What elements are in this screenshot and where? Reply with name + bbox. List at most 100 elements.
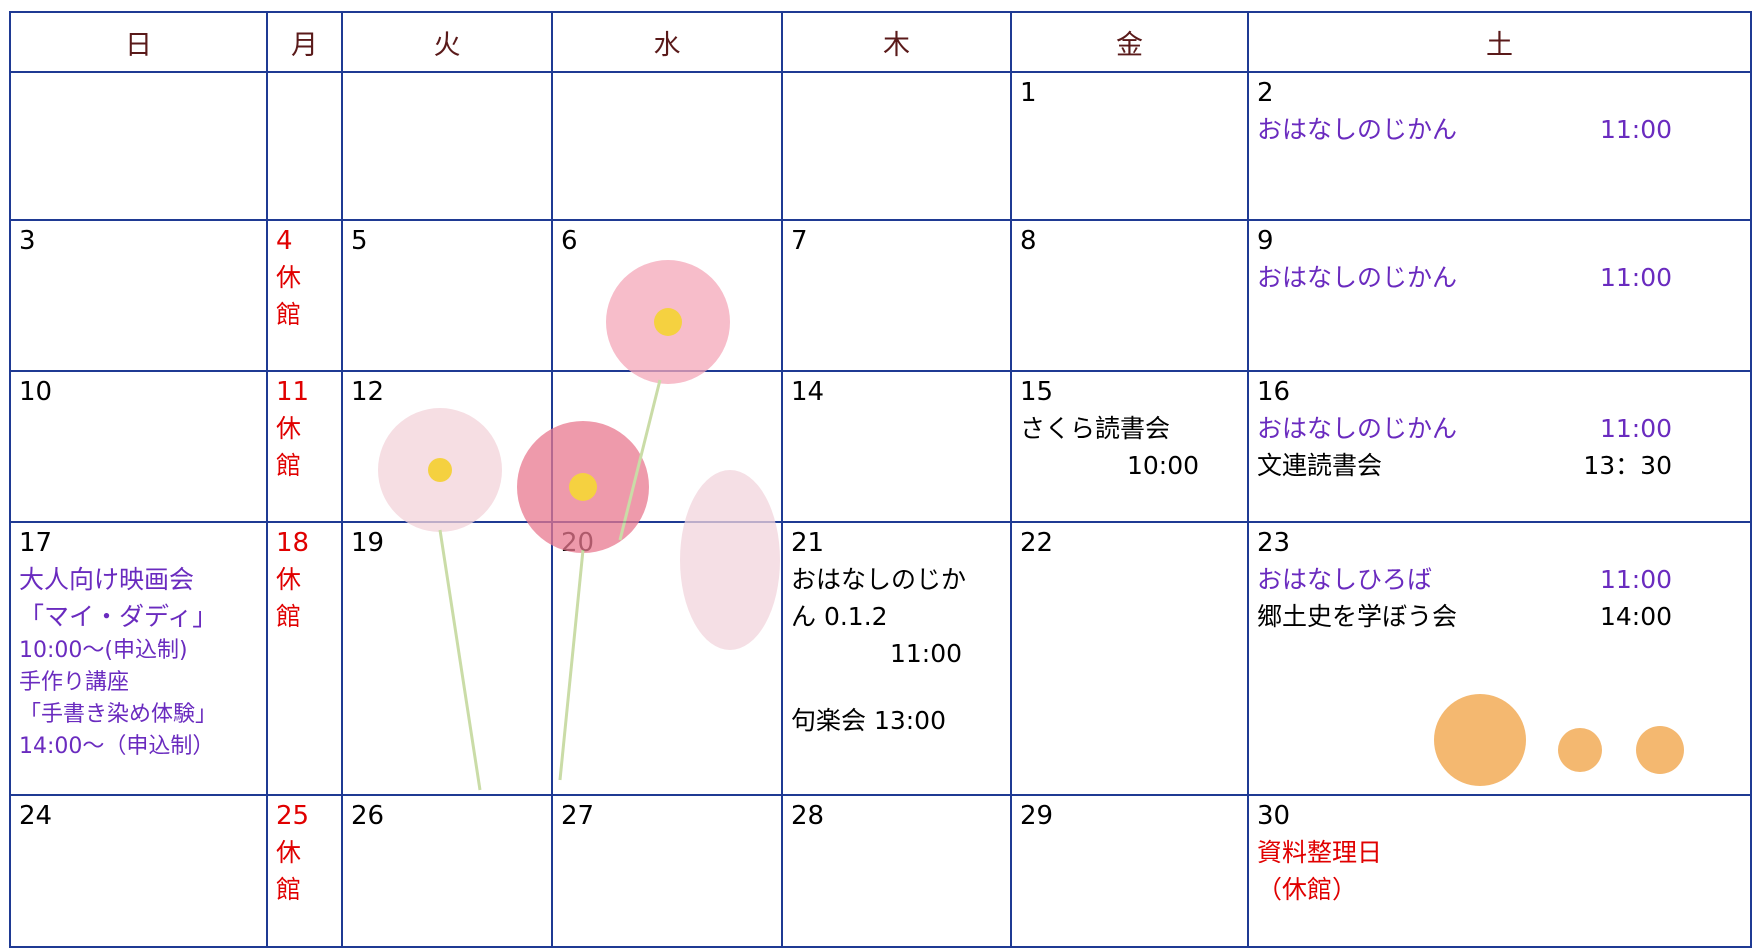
event-text: 文連読書会 xyxy=(1257,451,1383,480)
event-line: 10:00 xyxy=(1020,447,1239,484)
day-cell: 27 xyxy=(553,796,783,948)
day-number: 30 xyxy=(1257,801,1291,831)
event-line: 14:00～（申込制） xyxy=(19,731,258,763)
event-line: 文連読書会 13：30 xyxy=(1257,447,1742,484)
event-line: おはなしのじか xyxy=(791,561,1002,598)
event-time: 11:00 xyxy=(1599,414,1672,443)
day-number: 9 xyxy=(1257,226,1274,256)
weekday-header: 土 xyxy=(1249,11,1752,73)
event-line: おはなしのじかん 11:00 xyxy=(1257,111,1742,148)
event-time: 13：30 xyxy=(1583,451,1672,480)
day-cell: 24 xyxy=(9,796,268,948)
day-number: 23 xyxy=(1257,528,1291,558)
day-cell: 1 xyxy=(1012,73,1249,221)
event-line: 館 xyxy=(276,447,333,484)
event-line: 郷土史を学ぼう会 14:00 xyxy=(1257,598,1742,635)
event-line: 10:00～(申込制) xyxy=(19,635,258,667)
day-number: 11 xyxy=(276,377,310,407)
day-cell: 18 休館 xyxy=(268,523,343,796)
event-text: 休 xyxy=(276,565,302,594)
day-number: 6 xyxy=(561,226,578,256)
event-line: 休 xyxy=(276,561,333,598)
day-cell: 30 資料整理日 （休館） xyxy=(1249,796,1752,948)
event-line: おはなしひろば 11:00 xyxy=(1257,561,1742,598)
event-line: 休 xyxy=(276,410,333,447)
event-text: 句楽会 13:00 xyxy=(791,706,946,735)
event-line: 11:00 xyxy=(791,635,1002,672)
day-cell xyxy=(9,73,268,221)
event-text: 館 xyxy=(276,875,302,904)
day-cell: 4 休館 xyxy=(268,221,343,372)
event-line: 大人向け映画会 xyxy=(19,561,258,598)
event-line: 館 xyxy=(276,871,333,908)
event-line: 「手書き染め体験」 xyxy=(19,699,258,731)
day-number: 15 xyxy=(1020,377,1054,407)
day-number: 3 xyxy=(19,226,36,256)
day-number: 20 xyxy=(561,528,595,558)
day-cell: 21 おはなしのじかん 0.1.2 11:00 句楽会 13:00 xyxy=(783,523,1012,796)
event-time: 11:00 xyxy=(889,639,962,668)
event-text: ん 0.1.2 xyxy=(791,602,888,631)
event-text: （休館） xyxy=(1257,875,1358,904)
event-line: 休 xyxy=(276,259,333,296)
day-cell: 12 xyxy=(343,372,553,523)
day-number: 26 xyxy=(351,801,385,831)
day-cell: 14 xyxy=(783,372,1012,523)
day-number: 10 xyxy=(19,377,53,407)
event-line: 句楽会 13:00 xyxy=(791,702,1002,739)
day-cell xyxy=(268,73,343,221)
event-text: 休 xyxy=(276,263,302,292)
event-text: 資料整理日 xyxy=(1257,838,1383,867)
event-line: 休 xyxy=(276,834,333,871)
day-cell: 6 xyxy=(553,221,783,372)
weekday-header: 金 xyxy=(1012,11,1249,73)
weekday-header: 日 xyxy=(9,11,268,73)
day-number: 27 xyxy=(561,801,595,831)
event-text: さくら読書会 xyxy=(1020,414,1171,443)
day-cell: 9 おはなしのじかん 11:00 xyxy=(1249,221,1752,372)
event-time: 11:00 xyxy=(1599,263,1672,292)
day-number: 14 xyxy=(791,377,825,407)
event-text: 「手書き染め体験」 xyxy=(19,702,218,727)
day-number: 4 xyxy=(276,226,293,256)
day-number: 22 xyxy=(1020,528,1054,558)
event-line: 資料整理日 xyxy=(1257,834,1742,871)
day-cell: 28 xyxy=(783,796,1012,948)
day-cell: 8 xyxy=(1012,221,1249,372)
event-text: おはなしのじかん xyxy=(1257,263,1458,292)
event-line: 手作り講座 xyxy=(19,667,258,699)
day-cell: 5 xyxy=(343,221,553,372)
day-number: 28 xyxy=(791,801,825,831)
event-text: 郷土史を学ぼう会 xyxy=(1257,602,1458,631)
day-cell: 19 xyxy=(343,523,553,796)
day-cell: 26 xyxy=(343,796,553,948)
day-cell: 17 大人向け映画会 「マイ・ダディ」 10:00～(申込制) 手作り講座「手書き染め体… xyxy=(9,523,268,796)
day-cell: 16 おはなしのじかん 11:00 文連読書会 13：30 xyxy=(1249,372,1752,523)
event-text: 休 xyxy=(276,838,302,867)
event-line: おはなしのじかん 11:00 xyxy=(1257,410,1742,447)
event-line: 館 xyxy=(276,598,333,635)
event-text: 館 xyxy=(276,451,302,480)
day-cell xyxy=(783,73,1012,221)
day-cell: 25 休館 xyxy=(268,796,343,948)
day-number: 17 xyxy=(19,528,53,558)
event-line: おはなしのじかん 11:00 xyxy=(1257,259,1742,296)
day-cell: 22 xyxy=(1012,523,1249,796)
event-text: 館 xyxy=(276,602,302,631)
day-number: 2 xyxy=(1257,78,1274,108)
weekday-header: 火 xyxy=(343,11,553,73)
day-number: 21 xyxy=(791,528,825,558)
day-cell: 3 xyxy=(9,221,268,372)
event-text: 大人向け映画会 xyxy=(19,565,195,594)
event-time: 10:00 xyxy=(1126,451,1199,480)
weekday-header: 水 xyxy=(553,11,783,73)
event-text: 「マイ・ダディ」 xyxy=(19,602,218,631)
day-cell xyxy=(343,73,553,221)
event-time: 14:00 xyxy=(1599,602,1672,631)
weekday-header: 月 xyxy=(268,11,343,73)
event-line: ん 0.1.2 xyxy=(791,598,1002,635)
day-cell: 29 xyxy=(1012,796,1249,948)
day-cell: 10 xyxy=(9,372,268,523)
event-text: 10:00～(申込制) xyxy=(19,638,188,663)
